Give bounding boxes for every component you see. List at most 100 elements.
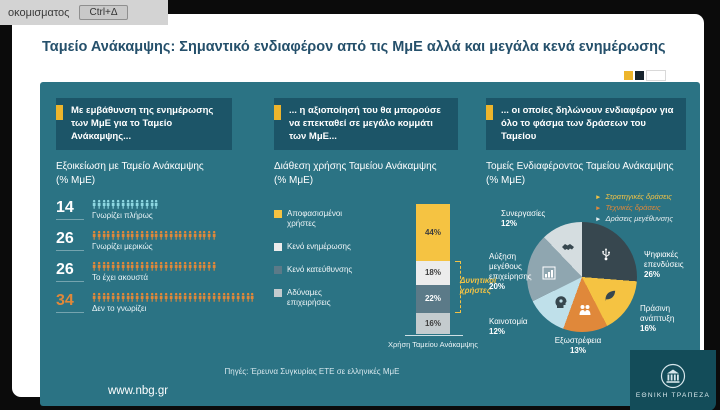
- person-icon: [126, 261, 130, 271]
- usb-icon: [602, 248, 610, 261]
- familiarity-value: 26: [56, 230, 84, 251]
- bank-building-icon: [660, 363, 686, 388]
- marker-dark-square: [635, 71, 644, 80]
- person-icon: [212, 261, 216, 271]
- person-icon: [198, 292, 202, 302]
- person-icon: [107, 230, 110, 240]
- person-icon: [203, 261, 206, 271]
- stacked-bar: 44% 18% 22% 16%: [416, 204, 450, 334]
- column-header-interest: ... οι οποίες δηλώνουν ενδιαφέρον για όλ…: [486, 98, 686, 151]
- legend-item: Κενό ενημέρωσης: [274, 242, 366, 252]
- person-icon: [212, 292, 216, 302]
- familiarity-label: Γνωρίζει πλήρως: [92, 211, 153, 220]
- person-icon: [198, 230, 202, 240]
- person-icon: [145, 292, 149, 302]
- person-icon: [193, 230, 197, 240]
- legend-item: Αδύναμες επιχειρήσεις: [274, 288, 366, 308]
- arrow-bullet-icon: ►: [595, 204, 602, 212]
- pie-slice-value: 12%: [489, 327, 506, 336]
- pie-legend: ► Στρατηγικές δράσεις ► Τεχνικές δράσεις ► Δρ…: [595, 192, 699, 225]
- person-icon: [116, 292, 120, 302]
- bar-segment: 16%: [416, 313, 450, 334]
- person-icon: [150, 199, 154, 209]
- column-header-text: ... η αξιοποίησή του θα μπορούσε να επεκ…: [289, 105, 441, 142]
- slide-title: Ταμείο Ανάκαμψης: Σημαντικό ενδιαφέρον α…: [42, 39, 666, 55]
- legend-swatch-icon: [274, 289, 282, 297]
- person-icon: [111, 230, 115, 240]
- person-icon: [241, 292, 245, 302]
- person-icon: [107, 199, 110, 209]
- person-icon: [140, 199, 144, 209]
- person-icon: [159, 230, 163, 240]
- person-icon: [97, 199, 101, 209]
- person-icon: [179, 230, 182, 240]
- familiarity-value: 26: [56, 261, 84, 282]
- person-icon: [203, 230, 206, 240]
- person-icon: [116, 199, 120, 209]
- person-icon: [135, 230, 139, 240]
- person-icon: [150, 230, 154, 240]
- person-icon: [97, 230, 101, 240]
- person-icon: [198, 261, 202, 271]
- pie-slice-label: Αύξηση μεγέθους επιχείρησης 20%: [489, 252, 535, 292]
- person-icon: [92, 261, 96, 271]
- pie-chart: [527, 222, 637, 332]
- arrow-bullet-icon: ►: [595, 215, 602, 223]
- column-header-text: Με εμβάθυνση της ενημέρωσης των ΜμΕ για …: [71, 105, 214, 142]
- person-icon: [155, 261, 158, 271]
- person-icon: [179, 261, 182, 271]
- person-icon: [150, 261, 154, 271]
- person-icon: [179, 292, 182, 302]
- chart-subtitle-usage: Διάθεση χρήσης Ταμείου Ανάκαμψης (% ΜμΕ): [274, 160, 464, 187]
- pie-slice-name: Καινοτομία: [489, 317, 528, 326]
- person-icon: [246, 292, 250, 302]
- chart-subtitle-awareness: Εξοικείωση με Ταμείο Ανάκαμψης (% ΜμΕ): [56, 160, 246, 187]
- person-icon: [188, 230, 192, 240]
- person-icon: [188, 292, 192, 302]
- person-icon: [131, 199, 134, 209]
- person-icon: [111, 261, 115, 271]
- person-icon-row: [92, 229, 268, 241]
- pie-legend-item: ► Δράσεις μεγέθυνσης: [595, 214, 699, 225]
- person-icon: [150, 292, 154, 302]
- person-icon: [183, 261, 187, 271]
- potential-users-brace: [455, 261, 461, 314]
- growth-chart-icon: [542, 266, 556, 280]
- legend-item: Αποφασισμένοι χρήστες: [274, 209, 366, 229]
- yellow-accent-icon: [486, 105, 493, 120]
- person-icon: [102, 199, 106, 209]
- person-icon: [164, 261, 168, 271]
- person-icon: [140, 230, 144, 240]
- pie-legend-item: ► Στρατηγικές δράσεις: [595, 192, 699, 203]
- person-icon: [169, 261, 173, 271]
- person-icon: [169, 230, 173, 240]
- shortcut-badge[interactable]: Ctrl+Δ: [79, 5, 128, 20]
- person-icon: [107, 261, 110, 271]
- people-icon: [579, 305, 591, 315]
- person-icon: [126, 230, 130, 240]
- legend-label: Αποφασισμένοι χρήστες: [287, 209, 343, 228]
- bank-logo: ΕΘΝΙΚΗ ΤΡΑΠΕΖΑ: [630, 350, 716, 410]
- pie-slice-name: Αύξηση μεγέθους επιχείρησης: [489, 252, 532, 281]
- person-icon: [135, 199, 139, 209]
- person-icon: [222, 292, 226, 302]
- person-icon: [131, 292, 134, 302]
- pie-legend-item: ► Τεχνικές δράσεις: [595, 203, 699, 214]
- person-icon: [126, 199, 130, 209]
- potential-users-annotation: Δυνητικοί χρήστες: [460, 276, 497, 295]
- person-icon: [155, 292, 158, 302]
- person-icon: [145, 230, 149, 240]
- yellow-accent-icon: [56, 105, 63, 120]
- bar-segment: 44%: [416, 204, 450, 262]
- person-icon: [111, 199, 115, 209]
- familiarity-row: 14 Γνωρίζει πλήρως: [56, 198, 268, 220]
- subtitle-text: Διάθεση χρήσης Ταμείου Ανάκαμψης: [274, 161, 437, 172]
- chart-subtitle-interest: Τομείς Ενδιαφέροντος Ταμείου Ανάκαμψης (…: [486, 160, 698, 187]
- person-icon: [116, 261, 120, 271]
- bank-name: ΕΘΝΙΚΗ ΤΡΑΠΕΖΑ: [635, 391, 711, 399]
- person-icon: [135, 261, 139, 271]
- person-icon: [188, 261, 192, 271]
- person-icon: [207, 230, 211, 240]
- person-icon: [92, 199, 96, 209]
- pie-slice-name: Ψηφιακές επενδύσεις: [644, 250, 684, 269]
